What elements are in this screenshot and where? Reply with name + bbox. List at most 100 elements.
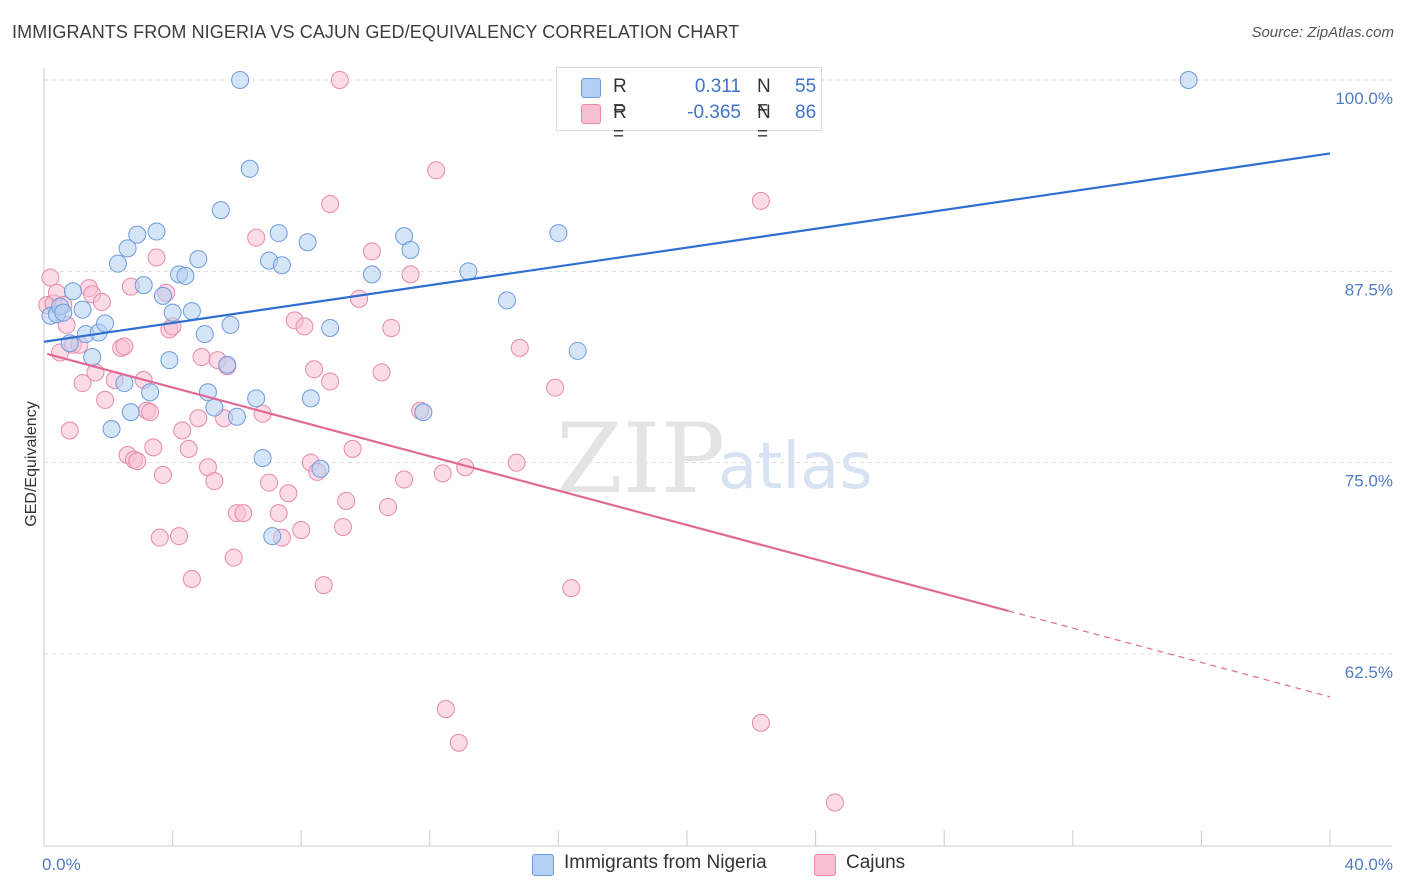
y-tick-labels: 100.0% 87.5% 75.0% 62.5% <box>1335 89 1393 682</box>
nigeria-point <box>459 262 478 281</box>
nigeria-point <box>231 71 250 89</box>
nigeria-point <box>128 225 147 244</box>
cajun-point <box>41 268 60 287</box>
nigeria-point <box>189 250 208 269</box>
nigeria-point <box>134 276 153 295</box>
nigeria-point <box>83 348 102 367</box>
cajun-point <box>427 161 446 180</box>
bottom-legend-swatch-nigeria <box>532 854 554 876</box>
nigeria-point <box>221 315 240 334</box>
legend-r-label: R = <box>613 76 627 119</box>
cajun-point <box>141 403 160 422</box>
legend-swatch-nigeria <box>581 78 601 98</box>
cajun-point <box>350 289 369 308</box>
nigeria-point <box>272 256 291 275</box>
cajun-point <box>192 348 211 367</box>
bottom-legend-label-nigeria: Immigrants from Nigeria <box>564 852 767 873</box>
cajun-point <box>449 733 468 752</box>
legend-n-label: N = <box>757 102 771 145</box>
cajun-point <box>362 242 381 261</box>
y-tick-label: 87.5% <box>1345 280 1393 299</box>
cajun-point <box>343 439 362 458</box>
trend-line-cajuns <box>46 352 1009 612</box>
legend-r-label: R = <box>613 102 627 145</box>
nigeria-point <box>96 314 115 333</box>
legend-n-label: N = <box>757 76 771 119</box>
cajun-point <box>751 191 770 210</box>
cajun-point <box>321 372 340 391</box>
cajun-point <box>333 517 352 536</box>
nigeria-point <box>54 303 73 322</box>
bottom-legend-label-cajuns: Cajuns <box>846 852 906 873</box>
cajun-point <box>144 438 163 457</box>
nigeria-point <box>401 240 420 259</box>
nigeria-point <box>102 419 121 438</box>
nigeria-point <box>253 449 272 468</box>
nigeria-point <box>121 403 140 422</box>
cajun-point <box>153 465 172 484</box>
cajun-point <box>436 700 455 719</box>
cajun-point <box>751 713 770 732</box>
nigeria-point <box>298 233 317 252</box>
nigeria-point <box>414 403 433 422</box>
trend-line-nigeria <box>43 152 1331 343</box>
nigeria-point <box>362 265 381 284</box>
cajun-point <box>401 265 420 284</box>
cajun-point <box>379 498 398 517</box>
watermark-zip: ZIP <box>556 403 725 515</box>
cajun-point <box>507 453 526 472</box>
nigeria-point <box>321 318 340 337</box>
axes <box>43 68 1392 847</box>
cajun-point <box>115 337 134 356</box>
cajun-point <box>546 378 565 397</box>
nigeria-point <box>73 300 92 319</box>
nigeria-point <box>218 355 237 374</box>
cajun-point <box>179 439 198 458</box>
cajun-point <box>73 374 92 393</box>
cajun-point <box>279 484 298 503</box>
cajun-point <box>372 363 391 382</box>
nigeria-point <box>497 291 516 310</box>
cajun-point <box>92 292 111 311</box>
bottom-legend-swatch-cajuns <box>814 854 836 876</box>
legend-r-value: -0.365 <box>687 102 741 123</box>
nigeria-point <box>211 201 230 220</box>
cajun-point <box>562 579 581 598</box>
cajun-point <box>182 569 201 588</box>
legend-swatch-cajuns <box>581 104 601 124</box>
correlation-legend: R = 0.311 N = 55 R = -0.365 N = 86 <box>556 67 822 145</box>
nigeria-points <box>41 71 1198 546</box>
y-tick-label: 62.5% <box>1345 663 1393 682</box>
y-tick-label: 75.0% <box>1345 472 1393 491</box>
cajun-point <box>292 521 311 540</box>
cajun-point <box>189 409 208 428</box>
nigeria-point <box>108 254 127 273</box>
cajun-point <box>173 421 192 440</box>
cajun-point <box>170 527 189 546</box>
cajun-point <box>234 504 253 523</box>
cajun-point <box>321 194 340 213</box>
cajun-point <box>337 491 356 510</box>
trend-lines <box>43 152 1331 698</box>
trend-line-cajuns-projection <box>1008 610 1331 698</box>
nigeria-point <box>176 266 195 285</box>
nigeria-point <box>205 398 224 417</box>
legend-n-value: 55 <box>795 76 817 97</box>
nigeria-point <box>227 407 246 426</box>
nigeria-point <box>147 222 166 241</box>
watermark-atlas: atlas <box>718 430 873 504</box>
cajun-point <box>314 576 333 595</box>
cajun-point <box>247 228 266 247</box>
y-axis-label: GED/Equivalency <box>23 401 40 526</box>
cajun-point <box>330 71 349 89</box>
nigeria-point <box>549 224 568 243</box>
cajun-point <box>269 504 288 523</box>
cajun-point <box>96 390 115 409</box>
cajun-point <box>295 317 314 336</box>
nigeria-point <box>1179 71 1198 89</box>
cajun-point <box>433 464 452 483</box>
cajun-point <box>147 248 166 267</box>
cajun-point <box>260 473 279 492</box>
cajun-point <box>128 452 147 471</box>
